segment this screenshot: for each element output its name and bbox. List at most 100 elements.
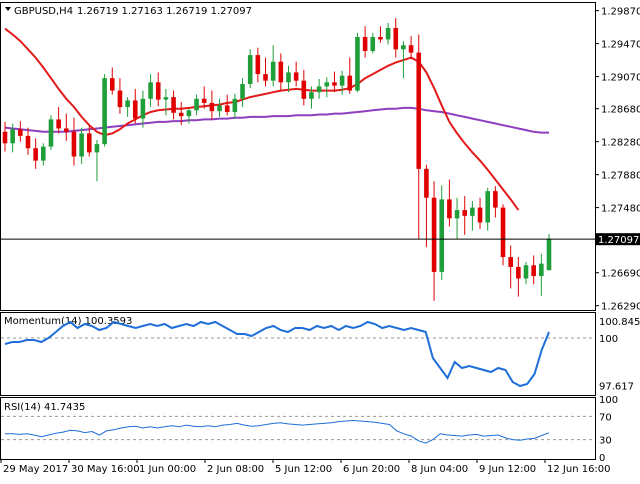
candle-bear xyxy=(209,102,215,112)
candle-bear xyxy=(71,131,77,157)
candle-bull xyxy=(324,82,330,87)
candle-bull xyxy=(232,98,238,112)
candle-bull xyxy=(140,98,146,119)
rsi-tick-label: 0 xyxy=(599,453,605,464)
price-tick-label: 1.28280 xyxy=(601,138,640,149)
candle-bear xyxy=(293,72,299,81)
candle-bear xyxy=(18,129,23,136)
candle-bear xyxy=(431,197,437,272)
candle-bear xyxy=(378,36,383,40)
current-price-label: 1.27097 xyxy=(598,235,639,246)
candle-bull xyxy=(546,238,552,271)
candle-bull xyxy=(247,55,253,84)
moving-average-slow-line xyxy=(4,106,549,134)
candle-bull xyxy=(79,133,84,157)
candle-bull xyxy=(385,27,391,40)
ohlc-label: 1.26719 1.27163 1.26719 1.27097 xyxy=(77,6,252,17)
candle-bear xyxy=(86,133,92,153)
candle-bull xyxy=(286,72,291,83)
time-tick-label: 8 Jun 04:00 xyxy=(411,464,468,475)
candle-bear xyxy=(347,75,353,91)
price-tick-label: 1.29070 xyxy=(601,73,640,84)
rsi-tick-label: 70 xyxy=(599,412,612,423)
candle-bear xyxy=(278,61,284,83)
candle-bear xyxy=(224,105,230,112)
momentum-tick-label: 100.8454 xyxy=(599,317,640,328)
time-tick-label: 30 May 16:00 xyxy=(71,464,140,475)
candle-bull xyxy=(454,210,460,219)
candle-bear xyxy=(155,82,161,100)
time-tick-label: 12 Jun 16:00 xyxy=(547,464,611,475)
candle-bear xyxy=(255,55,261,75)
candle-bull xyxy=(41,146,46,161)
rsi-tick-label: 30 xyxy=(599,436,612,447)
candle-bull xyxy=(370,36,376,51)
momentum-panel-frame xyxy=(0,312,596,396)
candle-bull xyxy=(10,129,15,144)
candle-bear xyxy=(132,100,138,119)
current-price-tag xyxy=(596,233,640,246)
candle-bull xyxy=(194,98,199,111)
candle-bear xyxy=(500,207,506,258)
candle-bull xyxy=(355,36,360,91)
time-tick-label: 1 Jun 00:00 xyxy=(139,464,196,475)
price-tick-label: 1.28680 xyxy=(601,105,640,116)
price-tick-label: 1.26290 xyxy=(601,302,640,313)
candle-bear xyxy=(117,90,123,108)
candle-bear xyxy=(56,119,61,129)
time-tick-label: 6 Jun 20:00 xyxy=(343,464,400,475)
time-tick-label: 9 Jun 12:00 xyxy=(479,464,536,475)
momentum-tick-label: 100 xyxy=(599,334,618,345)
price-tick-label: 1.29470 xyxy=(601,40,640,51)
candle-bear xyxy=(332,82,337,86)
time-tick-label: 2 Jun 08:00 xyxy=(207,464,264,475)
moving-average-fast-line xyxy=(4,27,520,211)
rsi-tick-label: 100 xyxy=(599,395,618,406)
symbol-label: GBPUSD,H4 xyxy=(14,6,73,17)
candle-bear xyxy=(531,265,536,277)
candle-bear xyxy=(477,207,483,223)
candle-bull xyxy=(240,83,245,99)
candle-bull xyxy=(485,191,491,223)
candle-bear xyxy=(301,80,307,99)
candle-bull xyxy=(102,78,107,145)
candle-bear xyxy=(447,199,452,219)
candle-bull xyxy=(401,45,406,50)
candle-bull xyxy=(439,199,445,272)
rsi-panel-frame xyxy=(0,397,596,460)
candle-bear xyxy=(171,97,176,113)
candle-bull xyxy=(94,144,100,153)
candle-bear xyxy=(416,52,422,169)
candle-bear xyxy=(393,27,399,50)
momentum-line xyxy=(4,320,550,388)
candle-bull xyxy=(539,263,544,277)
chart-collapse-icon[interactable] xyxy=(5,7,11,11)
candle-bear xyxy=(33,148,38,161)
candle-bull xyxy=(125,100,130,108)
candle-bear xyxy=(508,257,513,267)
candle-bear xyxy=(25,135,31,149)
rsi-title: RSI(14) 41.7435 xyxy=(4,402,85,413)
candle-bull xyxy=(309,92,314,99)
candle-bear xyxy=(493,191,498,208)
candle-bear xyxy=(424,168,429,198)
candle-bull xyxy=(217,105,222,112)
candle-bull xyxy=(470,207,475,216)
candle-bull xyxy=(186,110,192,117)
candle-bear xyxy=(201,98,207,103)
candle-bear xyxy=(178,112,184,117)
momentum-tick-label: 97.617 xyxy=(599,382,634,393)
candle-bull xyxy=(148,82,153,99)
candle-bull xyxy=(523,265,529,279)
price-tick-label: 1.26690 xyxy=(601,269,640,280)
candle-bear xyxy=(408,45,414,53)
candle-bull xyxy=(48,119,54,147)
candle-bull xyxy=(163,97,169,100)
time-tick-label: 5 Jun 12:00 xyxy=(275,464,332,475)
time-tick-label: 29 May 2017 xyxy=(3,464,68,475)
candle-bear xyxy=(109,78,115,91)
candle-bear xyxy=(516,266,521,279)
